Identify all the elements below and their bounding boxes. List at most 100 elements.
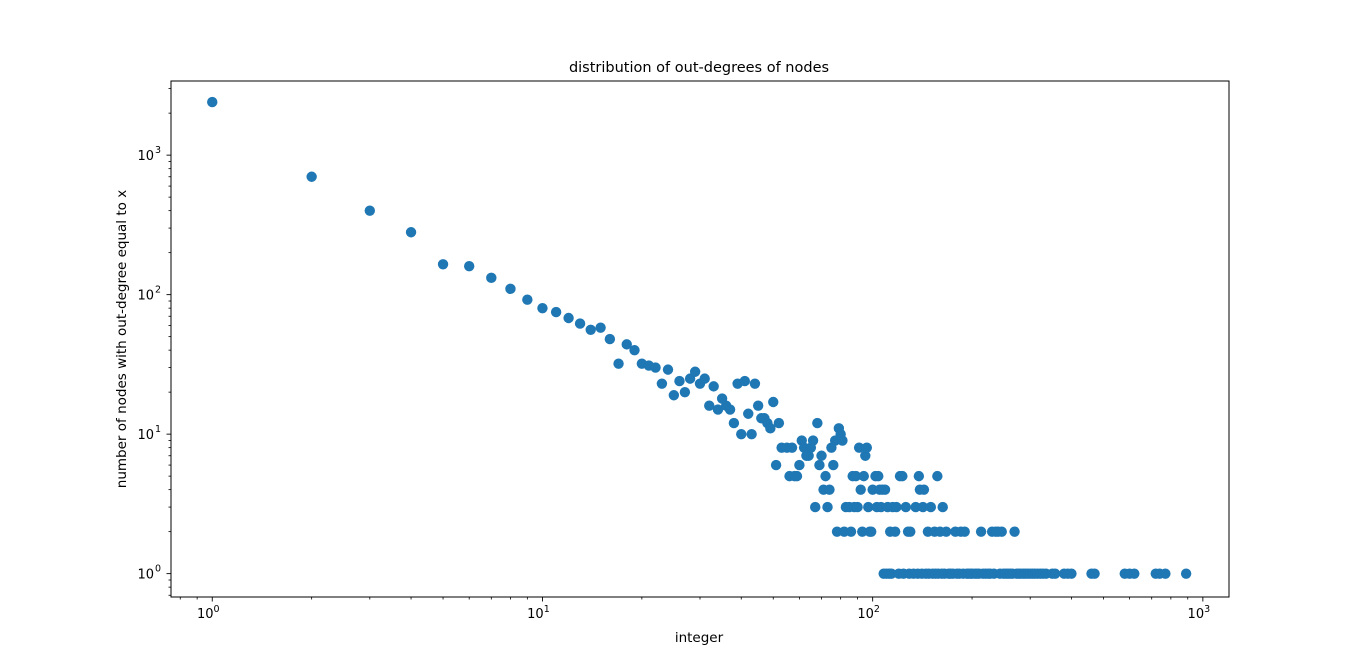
- scatter-point: [886, 568, 897, 579]
- scatter-point: [925, 501, 936, 513]
- y-tick-exponent: 3: [155, 145, 161, 156]
- scatter-point: [724, 404, 736, 415]
- scatter-point: [679, 386, 691, 398]
- scatter-point: [464, 260, 475, 272]
- scatter-point: [807, 435, 819, 446]
- scatter-point: [810, 501, 821, 513]
- scatter-point: [364, 205, 375, 216]
- scatter-point: [791, 470, 803, 482]
- scatter-point: [770, 459, 782, 471]
- scatter-point: [650, 362, 661, 373]
- scatter-point: [704, 400, 715, 411]
- scatter-point: [794, 459, 805, 471]
- y-tick-label: 10: [137, 289, 154, 304]
- scatter-point: [913, 470, 925, 482]
- scatter-point: [768, 396, 779, 408]
- y-tick-exponent: 0: [155, 564, 161, 575]
- scatter-point: [752, 400, 764, 411]
- scatter-point: [739, 375, 750, 387]
- y-axis-label: number of nodes with out-degree equal to…: [114, 190, 130, 488]
- scatter-point: [621, 339, 632, 350]
- scatter-point: [746, 428, 757, 440]
- scatter-point: [866, 526, 877, 537]
- scatter-point: [822, 501, 833, 513]
- scatter-point: [910, 501, 921, 513]
- scatter-point: [828, 459, 839, 471]
- scatter-point: [708, 381, 719, 392]
- scatter-point: [975, 526, 987, 537]
- scatter-point: [831, 526, 843, 537]
- scatter-point: [889, 526, 901, 537]
- scatter-point: [563, 312, 574, 324]
- chart-title: distribution of out-degrees of nodes: [569, 60, 829, 76]
- scatter-point: [736, 428, 747, 440]
- scatter-point: [900, 501, 911, 513]
- y-tick-exponent: 1: [155, 424, 161, 435]
- scatter-point: [937, 501, 948, 513]
- scatter-point: [837, 435, 848, 446]
- scatter-point: [861, 442, 872, 453]
- scatter-point: [743, 408, 754, 419]
- scatter-point: [1129, 568, 1140, 579]
- y-tick-exponent: 2: [155, 285, 161, 296]
- scatter-point: [917, 501, 929, 513]
- scatter-point: [897, 470, 908, 482]
- scatter-point: [662, 364, 674, 375]
- scatter-point: [863, 501, 874, 513]
- scatter-point: [853, 442, 865, 453]
- scatter-point: [816, 450, 827, 461]
- scatter-point: [1160, 568, 1171, 579]
- scatter-point: [812, 417, 823, 429]
- scatter-point: [437, 259, 449, 270]
- scatter-point: [699, 373, 710, 384]
- scatter-point: [1049, 568, 1061, 579]
- scatter-point: [585, 324, 596, 335]
- x-axis-label: integer: [675, 630, 724, 646]
- scatter-point: [505, 283, 516, 295]
- scatter-point: [786, 442, 798, 453]
- y-tick-label: 10: [137, 149, 154, 164]
- scatter-point: [891, 501, 902, 513]
- y-tick-label: 10: [137, 568, 154, 583]
- scatter-point: [814, 459, 825, 471]
- scatter-point: [550, 306, 562, 318]
- scatter-point: [857, 526, 868, 537]
- scatter-point: [656, 378, 668, 389]
- scatter-point: [860, 450, 871, 461]
- scatter-point: [773, 417, 785, 429]
- scatter-point: [629, 344, 640, 356]
- scatter-point: [1180, 568, 1192, 579]
- scatter-point: [306, 171, 317, 182]
- scatter-point: [1009, 526, 1020, 537]
- scatter-point: [932, 470, 943, 482]
- points-layer: [207, 96, 1192, 579]
- scatter-point: [803, 450, 814, 461]
- scatter-point: [749, 378, 761, 389]
- scatter-point: [712, 404, 724, 415]
- scatter-point: [845, 526, 857, 537]
- scatter-point: [873, 470, 884, 482]
- scatter-point: [941, 526, 952, 537]
- scatter-point: [604, 333, 616, 345]
- scatter-point: [613, 358, 624, 369]
- scatter-point: [668, 390, 680, 401]
- scatter-point: [852, 501, 863, 513]
- scatter-point: [959, 526, 970, 537]
- scatter-point: [996, 526, 1007, 537]
- scatter-point: [405, 227, 417, 238]
- scatter-point: [1066, 568, 1077, 579]
- scatter-point: [689, 366, 701, 377]
- scatter-point: [879, 484, 891, 495]
- scatter-point: [765, 423, 776, 434]
- scatter-point: [855, 484, 866, 495]
- scatter-point: [522, 294, 533, 305]
- scatter-point: [824, 484, 835, 495]
- scatter-point: [918, 484, 930, 495]
- scatter-point: [1089, 568, 1100, 579]
- scatter-point: [486, 272, 497, 284]
- scatter-point: [537, 302, 548, 314]
- scatter-point: [674, 375, 685, 387]
